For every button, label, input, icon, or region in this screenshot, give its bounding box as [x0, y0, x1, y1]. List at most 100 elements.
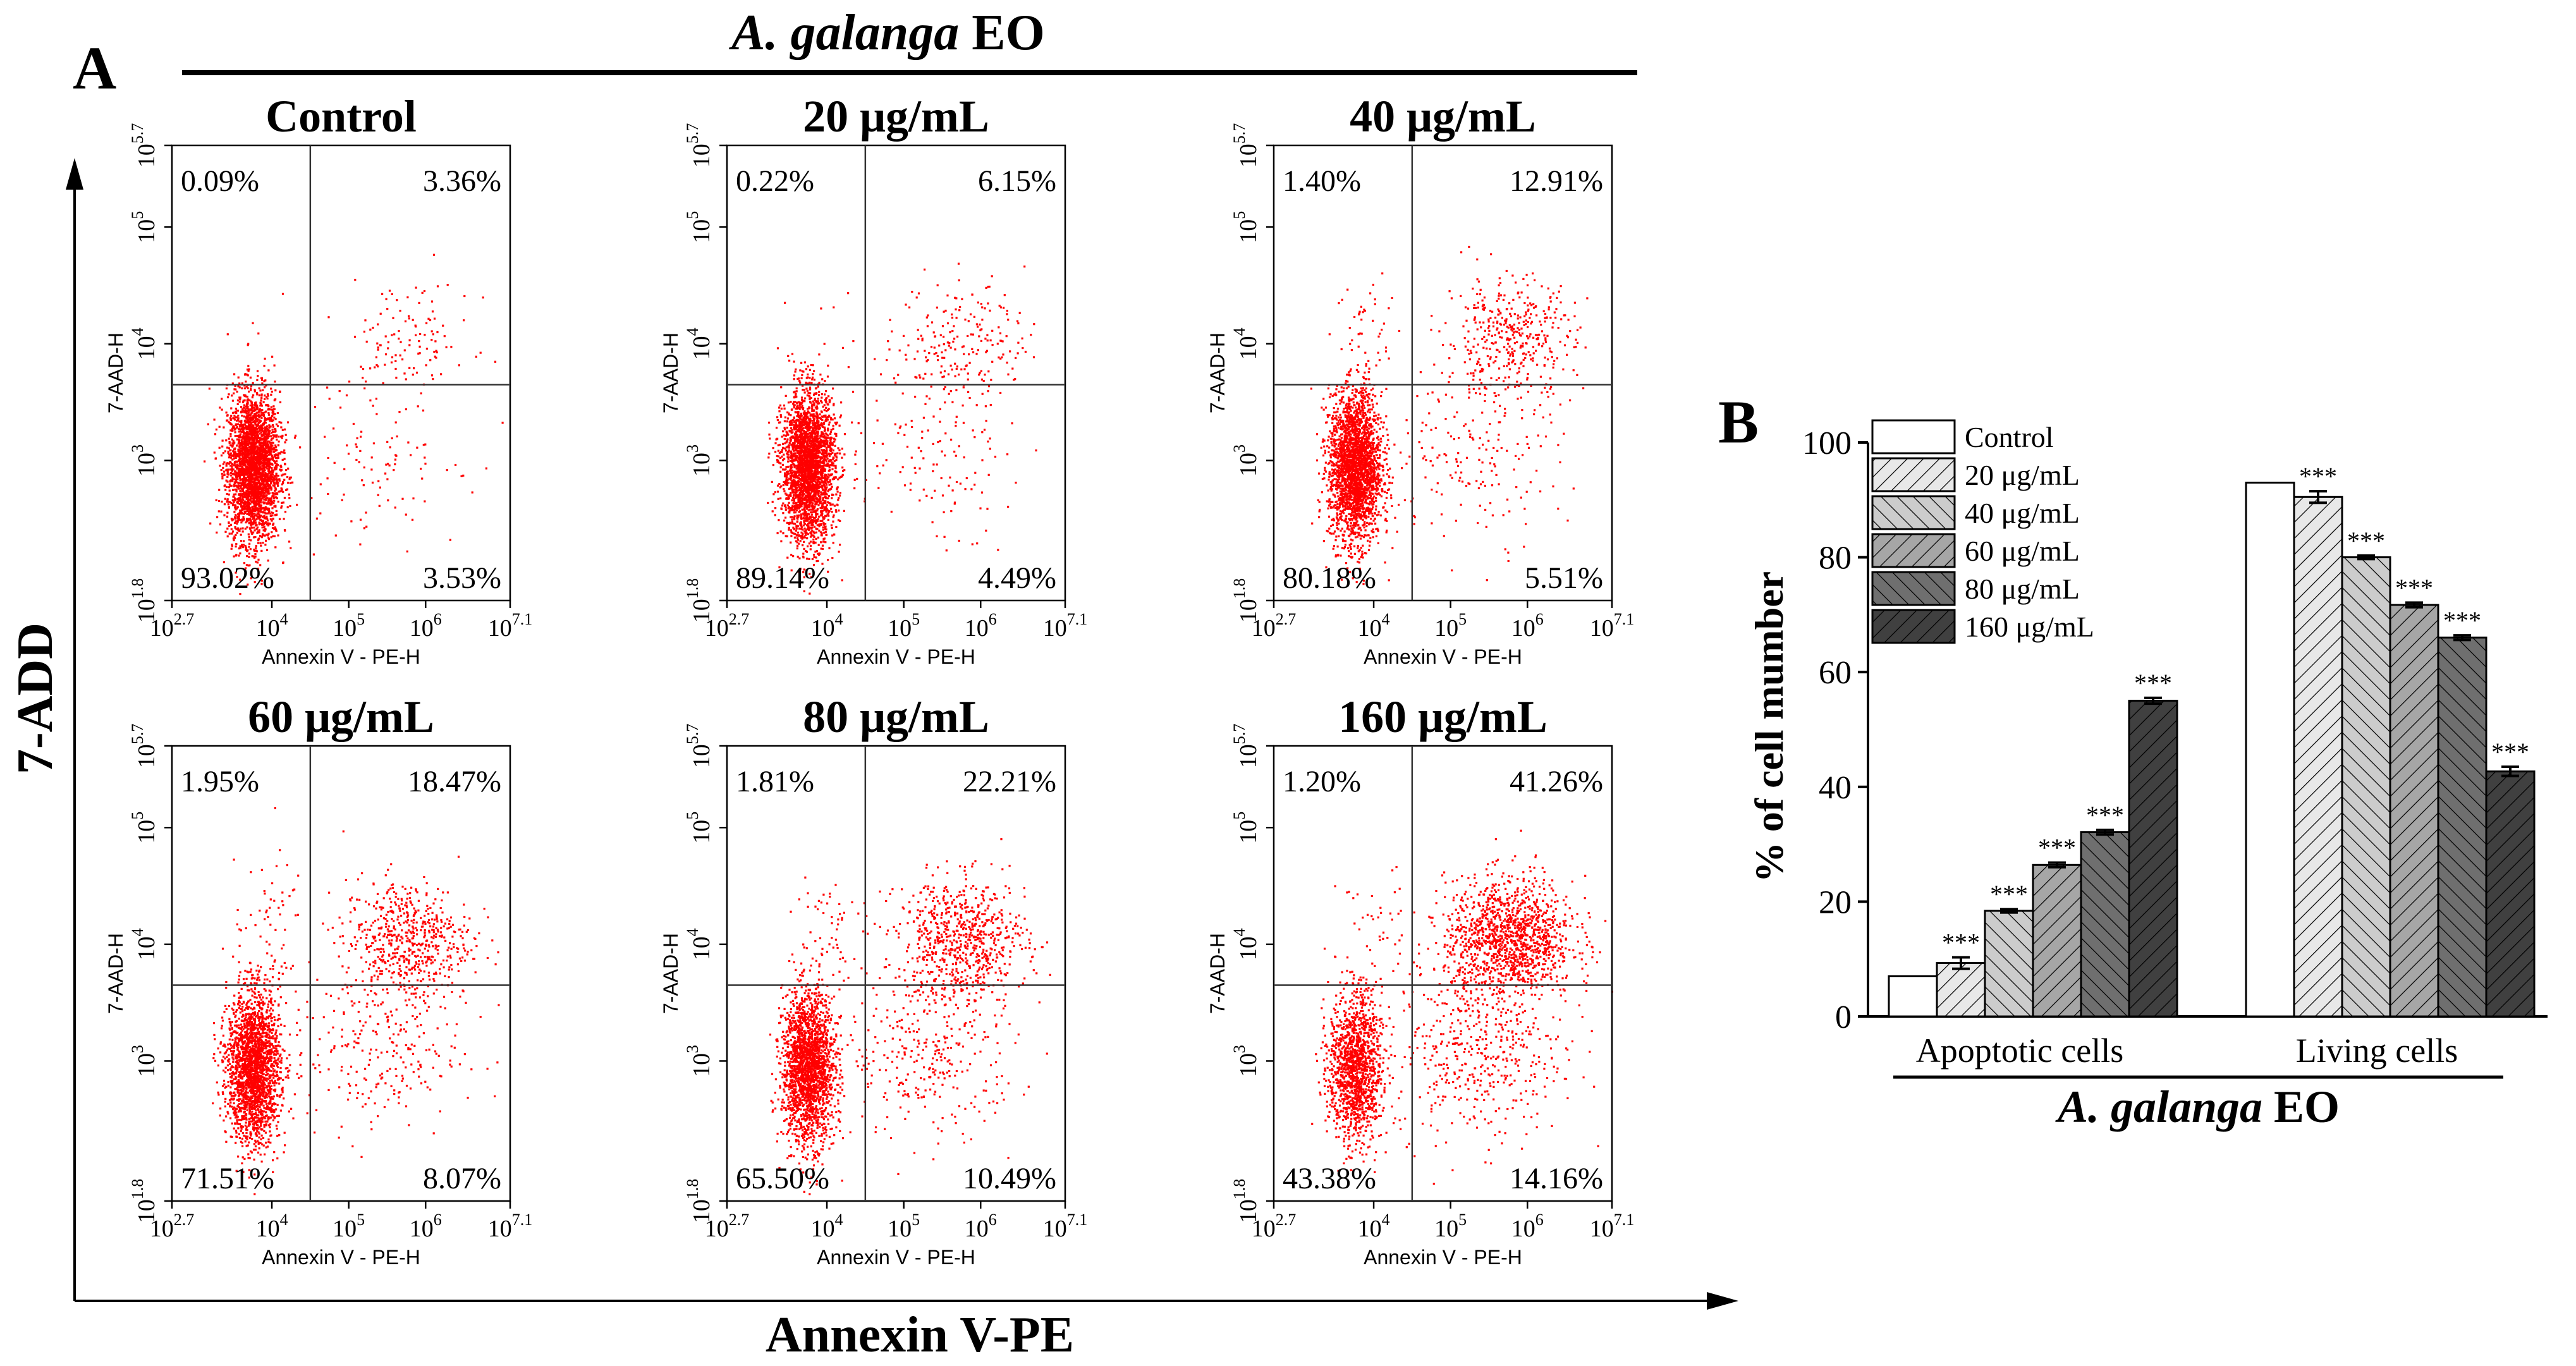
- significance-marker: ***: [1990, 880, 2028, 908]
- y-tick-label: 105: [1230, 812, 1262, 844]
- header-suffix: EO: [959, 5, 1045, 61]
- x-tick-label: 102.7: [705, 610, 750, 642]
- y-tick-label: 104: [1230, 928, 1262, 960]
- bar-bars: *** *** *** *** *** *** *** *** *** *** Apoptotic …: [1888, 462, 2536, 1070]
- flow-plot: 80 μg/mL 1.81% 22.21% 65.50% 10.49% 102.7 104 1…: [659, 692, 1087, 1269]
- y-tick-label: 103: [1230, 1045, 1262, 1077]
- x-tick-label: 105: [888, 1210, 920, 1242]
- x-tick-label: 105: [888, 610, 920, 642]
- quadrant-lower-left: 71.51%: [181, 1162, 274, 1195]
- bar-hatch: [1937, 963, 1985, 1016]
- y-axis-label: 7-AAD-H: [104, 933, 127, 1014]
- panel-a-header: A. galanga EO: [728, 5, 1045, 61]
- x-tick-label: 104: [256, 1210, 288, 1242]
- bar-hatch: [2486, 771, 2534, 1016]
- bar-hatch: [2294, 497, 2342, 1016]
- y-tick-label: 105: [128, 812, 160, 844]
- y-tick-label: 105: [683, 211, 715, 243]
- bar-category-label: Apoptotic cells: [1916, 1032, 2123, 1070]
- legend-label: Control: [1965, 421, 2054, 453]
- x-tick-label: 105: [1434, 610, 1467, 642]
- legend-swatch-outline: [1871, 495, 1956, 530]
- bar: [2246, 482, 2294, 1016]
- x-tick-label: 106: [965, 610, 997, 642]
- x-tick-label: 104: [811, 1210, 843, 1242]
- x-tick-label: 102.7: [1252, 1210, 1297, 1242]
- bar-category-label: Living cells: [2296, 1032, 2458, 1070]
- quadrant-upper-right: 22.21%: [963, 765, 1056, 798]
- y-tick-label: 105.7: [1230, 724, 1262, 769]
- legend-label: 20 μg/mL: [1965, 459, 2080, 491]
- x-tick-label: 106: [1511, 610, 1544, 642]
- quadrant-upper-left: 0.09%: [181, 164, 259, 198]
- legend-swatch-hatch: [1872, 572, 1955, 605]
- flow-plot-title: 80 μg/mL: [803, 692, 989, 742]
- bar-hatch: [1985, 910, 2033, 1016]
- y-axis-label: 7-AAD-H: [1206, 332, 1229, 413]
- flow-plot-title: 60 μg/mL: [248, 692, 434, 742]
- x-tick-label: 105: [1434, 1210, 1467, 1242]
- quadrant-lower-left: 43.38%: [1283, 1162, 1376, 1195]
- y-tick-label: 103: [683, 444, 715, 477]
- flow-plot-frame: [1273, 745, 1613, 1202]
- legend-swatch-outline: [1871, 533, 1956, 568]
- x-axis-label: Annexin V - PE-H: [1364, 1246, 1522, 1269]
- bar-hatch: [2438, 637, 2486, 1016]
- quadrant-lower-left: 65.50%: [736, 1162, 829, 1195]
- x-tick-label: 102.7: [150, 610, 195, 642]
- bar-x-axis-label: A. galanga EO: [2055, 1082, 2340, 1132]
- quadrant-lower-right: 8.07%: [423, 1162, 501, 1195]
- big-y-axis-arrow: [66, 158, 83, 190]
- significance-marker: ***: [2086, 801, 2124, 829]
- bar-x-label-suffix: EO: [2262, 1082, 2340, 1132]
- x-tick-label: 106: [410, 610, 442, 642]
- x-tick-label: 107.1: [488, 1210, 533, 1242]
- bar-y-ticks: 0 20 40 60 80 100: [1802, 425, 2548, 1035]
- y-tick-label: 104: [128, 928, 160, 960]
- quadrant-upper-left: 1.95%: [181, 765, 259, 798]
- x-tick-label: 102.7: [1252, 610, 1297, 642]
- x-tick-label: 102.7: [705, 1210, 750, 1242]
- y-tick-label: 101.8: [128, 1179, 160, 1224]
- bar-y-axis-label: % of cell mumber: [1747, 571, 1792, 882]
- bar-legend: Control 20 μg/mL 40 μg/mL 60 μg/mL 80 μg/mL 1…: [1871, 419, 2094, 644]
- legend-swatch-hatch: [1872, 534, 1955, 567]
- quadrant-upper-left: 0.22%: [736, 164, 814, 198]
- quadrant-lower-right: 5.51%: [1525, 561, 1603, 595]
- bar-y-tick-label: 80: [1819, 540, 1852, 576]
- x-tick-label: 107.1: [488, 610, 533, 642]
- x-tick-label: 104: [811, 610, 843, 642]
- legend-swatch-hatch: [1872, 610, 1955, 643]
- x-tick-label: 107.1: [1590, 1210, 1635, 1242]
- y-tick-label: 103: [128, 1045, 160, 1077]
- quadrant-lower-right: 3.53%: [423, 561, 501, 595]
- y-axis-label: 7-AAD-H: [1206, 933, 1229, 1014]
- y-tick-label: 101.8: [683, 578, 715, 623]
- bar-y-tick-label: 0: [1835, 999, 1852, 1035]
- significance-marker: ***: [2491, 738, 2529, 766]
- x-tick-label: 107.1: [1043, 1210, 1088, 1242]
- y-tick-label: 103: [683, 1045, 715, 1077]
- bar-hatch: [2033, 865, 2081, 1016]
- quadrant-upper-right: 6.15%: [978, 164, 1056, 198]
- quadrant-upper-right: 3.36%: [423, 164, 501, 198]
- significance-marker: ***: [2395, 573, 2433, 602]
- y-tick-label: 101.8: [1230, 1179, 1262, 1224]
- x-tick-label: 105: [333, 1210, 365, 1242]
- flow-plot-title: Control: [266, 91, 417, 142]
- x-tick-label: 107.1: [1590, 610, 1635, 642]
- quadrant-lower-right: 4.49%: [978, 561, 1056, 595]
- significance-marker: ***: [2443, 606, 2481, 635]
- x-tick-label: 104: [256, 610, 288, 642]
- flow-plot-frame: [726, 144, 1066, 602]
- x-tick-label: 106: [1511, 1210, 1544, 1242]
- legend-label: 60 μg/mL: [1965, 535, 2080, 567]
- bar-hatch: [2129, 700, 2177, 1016]
- legend-swatch-outline: [1871, 419, 1956, 454]
- significance-marker: ***: [1942, 928, 1980, 956]
- flow-plot: 60 μg/mL 1.95% 18.47% 71.51% 8.07% 102.7 104 10…: [104, 692, 532, 1269]
- x-tick-label: 107.1: [1043, 610, 1088, 642]
- flow-plot-title: 40 μg/mL: [1350, 91, 1536, 142]
